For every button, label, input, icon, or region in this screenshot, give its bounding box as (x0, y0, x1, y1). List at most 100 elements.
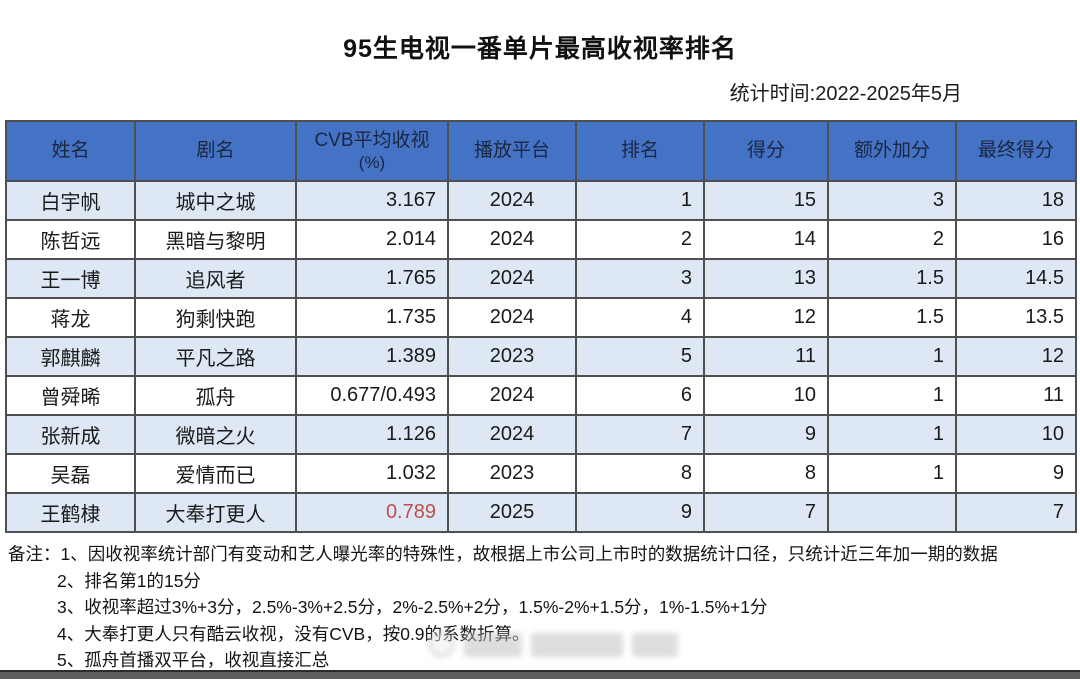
cell-bonus: 1 (827, 453, 957, 494)
cell-score: 14 (703, 219, 829, 260)
cell-rank: 6 (575, 375, 705, 416)
cell-rating: 1.735 (295, 297, 449, 338)
column-header-platform: 播放平台 (447, 120, 577, 182)
cell-name: 白宇帆 (5, 180, 136, 221)
column-header-rating: CVB平均收视 (%) (295, 120, 449, 182)
cell-platform: 2024 (447, 414, 577, 455)
note-line: 4、大奉打更人只有酷云收视，没有CVB，按0.9的系数折算。 (8, 621, 1074, 648)
cell-rating: 1.765 (295, 258, 449, 299)
cell-rank: 3 (575, 258, 705, 299)
cell-final: 16 (955, 219, 1077, 260)
watermark-text-blur (531, 632, 623, 657)
watermark-text-blur (464, 632, 522, 657)
cell-bonus: 3 (827, 180, 957, 221)
table-header-row: 姓名 剧名 CVB平均收视 (%) 播放平台 排名 得分 额外加分 最终得分 (5, 120, 1077, 182)
cell-bonus: 1.5 (827, 297, 957, 338)
cell-platform: 2024 (447, 297, 577, 338)
cell-platform: 2024 (447, 258, 577, 299)
table-row: 郭麒麟 平凡之路 1.389 2023 5 11 1 12 (5, 336, 1077, 377)
cell-bonus (827, 492, 957, 533)
cell-rating: 0.789 (295, 492, 449, 533)
note-line: 备注： 1、因收视率统计部门有变动和艺人曝光率的特殊性，故根据上市公司上市时的数… (8, 541, 1074, 568)
cell-name: 王一博 (5, 258, 136, 299)
cell-final: 12 (955, 336, 1077, 377)
cell-rating: 2.014 (295, 219, 449, 260)
note-item: 1、因收视率统计部门有变动和艺人曝光率的特殊性，故根据上市公司上市时的数据统计口… (60, 544, 998, 564)
column-header-rank: 排名 (575, 120, 705, 182)
cell-bonus: 1 (827, 336, 957, 377)
table-row: 白宇帆 城中之城 3.167 2024 1 15 3 18 (5, 180, 1077, 221)
cell-drama: 爱情而已 (134, 453, 297, 494)
cell-bonus: 1 (827, 375, 957, 416)
ranking-table: 姓名 剧名 CVB平均收视 (%) 播放平台 排名 得分 额外加分 最终得分 白宇帆 城中之城 3.… (5, 120, 1077, 533)
cell-name: 王鹤棣 (5, 492, 136, 533)
table-row: 吴磊 爱情而已 1.032 2023 8 8 1 9 (5, 453, 1077, 494)
cell-name: 张新成 (5, 414, 136, 455)
cell-drama: 黑暗与黎明 (134, 219, 297, 260)
cell-drama: 大奉打更人 (134, 492, 297, 533)
cell-score: 15 (703, 180, 829, 221)
cell-name: 蒋龙 (5, 297, 136, 338)
note-line: 2、排名第1的15分 (8, 568, 1074, 595)
cell-score: 10 (703, 375, 829, 416)
watermark-text-blur (632, 632, 678, 657)
cell-bonus: 2 (827, 219, 957, 260)
column-header-name: 姓名 (5, 120, 136, 182)
cell-name: 郭麒麟 (5, 336, 136, 377)
table-row: 王一博 追风者 1.765 2024 3 13 1.5 14.5 (5, 258, 1077, 299)
cell-rating: 1.126 (295, 414, 449, 455)
cell-name: 陈哲远 (5, 219, 136, 260)
cell-platform: 2024 (447, 219, 577, 260)
cell-rank: 4 (575, 297, 705, 338)
cell-final: 7 (955, 492, 1077, 533)
column-header-drama: 剧名 (134, 120, 297, 182)
table-row: 张新成 微暗之火 1.126 2024 7 9 1 10 (5, 414, 1077, 455)
watermark-logo-icon (428, 631, 455, 658)
note-item: 3、收视率超过3%+3分，2.5%-3%+2.5分，2%-2.5%+2分，1.5… (57, 597, 768, 617)
cell-rank: 1 (575, 180, 705, 221)
column-header-final: 最终得分 (955, 120, 1077, 182)
cell-score: 13 (703, 258, 829, 299)
note-line: 5、孤舟首播双平台，收视直接汇总 (8, 647, 1074, 674)
cell-rating: 1.389 (295, 336, 449, 377)
cell-platform: 2023 (447, 453, 577, 494)
bottom-border-bar (0, 670, 1080, 679)
cell-drama: 孤舟 (134, 375, 297, 416)
notes-label: 备注： (8, 544, 61, 564)
cell-platform: 2024 (447, 375, 577, 416)
cell-rank: 2 (575, 219, 705, 260)
cell-bonus: 1 (827, 414, 957, 455)
cell-rank: 9 (575, 492, 705, 533)
cell-rank: 8 (575, 453, 705, 494)
cell-drama: 城中之城 (134, 180, 297, 221)
watermark (428, 631, 678, 658)
cell-final: 11 (955, 375, 1077, 416)
cell-rating: 1.032 (295, 453, 449, 494)
cell-rating: 3.167 (295, 180, 449, 221)
cell-drama: 狗剩快跑 (134, 297, 297, 338)
table-row: 王鹤棣 大奉打更人 0.789 2025 9 7 7 (5, 492, 1077, 533)
cell-final: 14.5 (955, 258, 1077, 299)
cell-final: 13.5 (955, 297, 1077, 338)
table-row: 曾舜晞 孤舟 0.677/0.493 2024 6 10 1 11 (5, 375, 1077, 416)
cell-final: 10 (955, 414, 1077, 455)
cell-drama: 追风者 (134, 258, 297, 299)
table-row: 陈哲远 黑暗与黎明 2.014 2024 2 14 2 16 (5, 219, 1077, 260)
cell-name: 吴磊 (5, 453, 136, 494)
note-item: 5、孤舟首播双平台，收视直接汇总 (57, 650, 330, 670)
cell-rank: 5 (575, 336, 705, 377)
cell-bonus: 1.5 (827, 258, 957, 299)
column-header-bonus: 额外加分 (827, 120, 957, 182)
cell-final: 9 (955, 453, 1077, 494)
cell-score: 7 (703, 492, 829, 533)
cell-platform: 2024 (447, 180, 577, 221)
cell-score: 12 (703, 297, 829, 338)
cell-name: 曾舜晞 (5, 375, 136, 416)
note-item: 2、排名第1的15分 (57, 570, 201, 591)
cell-platform: 2023 (447, 336, 577, 377)
table-row: 蒋龙 狗剩快跑 1.735 2024 4 12 1.5 13.5 (5, 297, 1077, 338)
cell-platform: 2025 (447, 492, 577, 533)
cell-score: 11 (703, 336, 829, 377)
cell-drama: 微暗之火 (134, 414, 297, 455)
